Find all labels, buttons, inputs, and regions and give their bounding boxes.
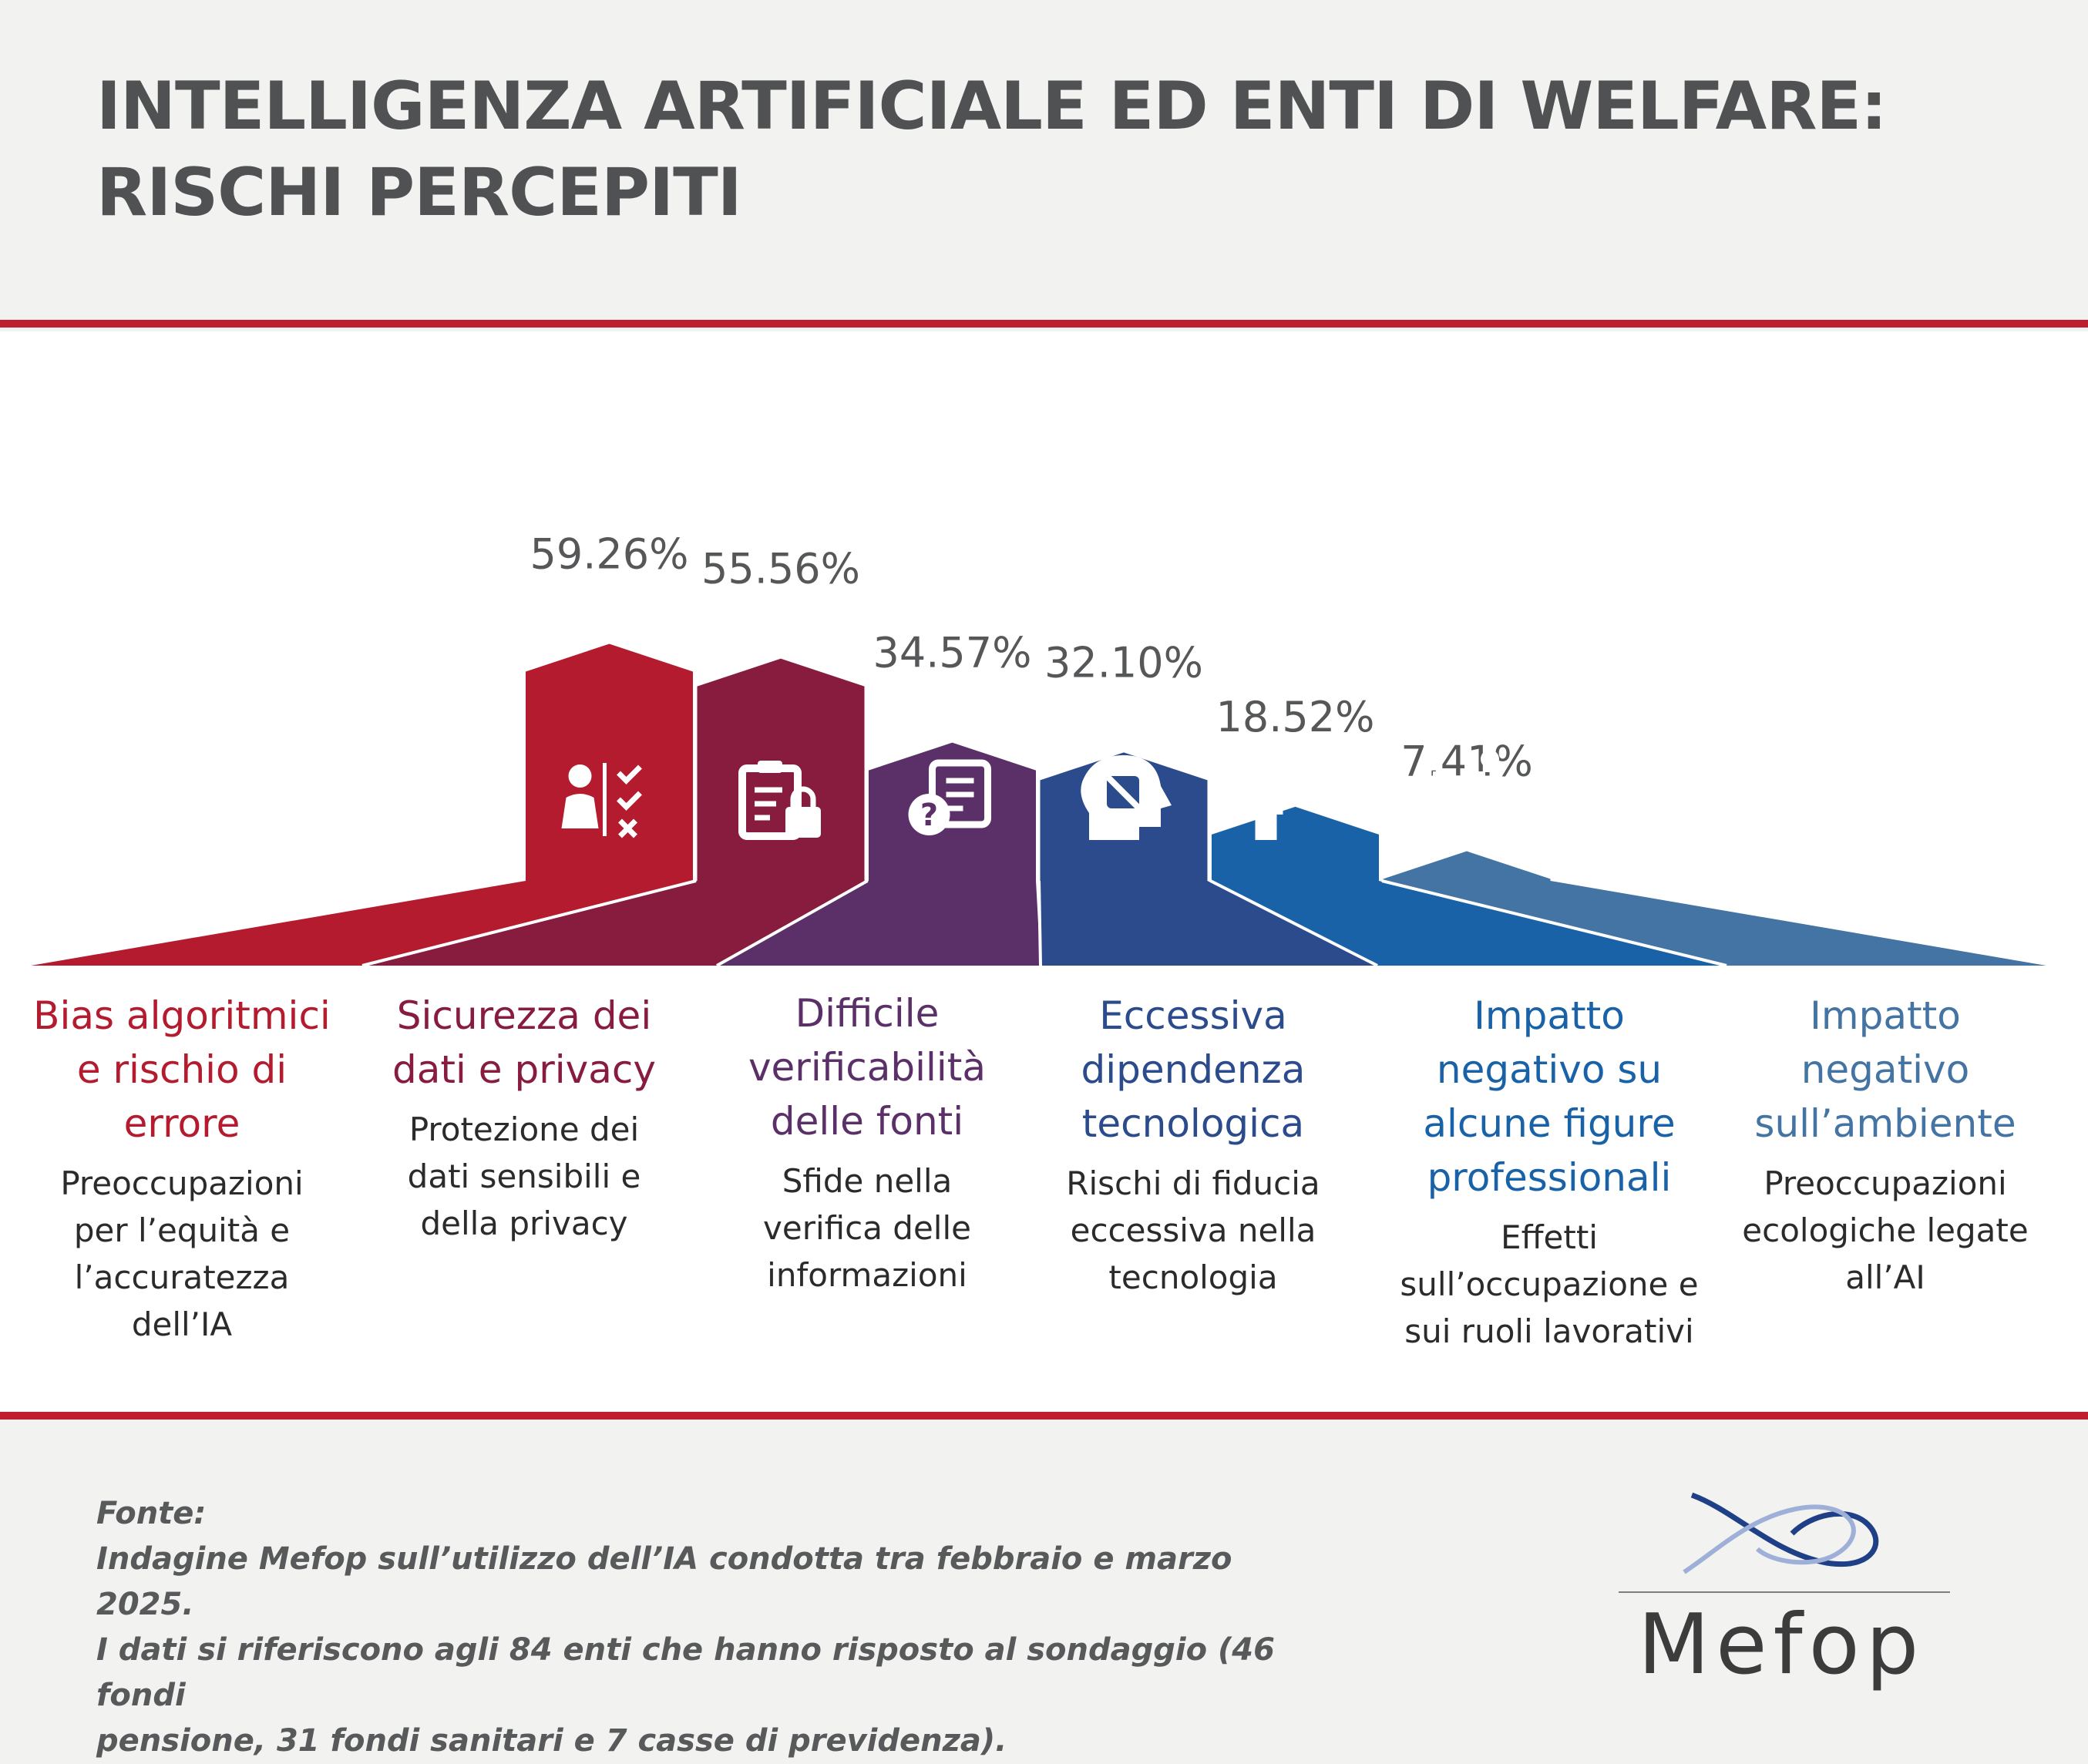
bar bbox=[526, 643, 693, 881]
svg-text:?: ? bbox=[920, 798, 938, 833]
logo-divider bbox=[1619, 1591, 1950, 1593]
category-description: Sfide nella verifica delle informazioni bbox=[701, 1158, 1033, 1299]
category-label: Bias algoritmici e rischio di errore Preocc… bbox=[16, 989, 348, 1348]
category-description-line: Sfide nella bbox=[782, 1162, 953, 1200]
clipboard-lock-icon bbox=[738, 761, 821, 840]
category-name-line: Bias algoritmici bbox=[33, 993, 331, 1038]
value-label: 55.56% bbox=[701, 545, 860, 593]
category-description-line: ecologiche legate bbox=[1742, 1211, 2029, 1249]
category-name: Impatto negativo su alcune figure professio… bbox=[1384, 989, 1715, 1205]
floor-segment bbox=[31, 881, 693, 966]
category-description-line: Rischi di fiducia bbox=[1066, 1164, 1320, 1202]
category-label: Impatto negativo sull’ambiente Preoccupazio… bbox=[1720, 989, 2051, 1301]
person-checklist-icon bbox=[561, 763, 642, 838]
category-name: Eccessiva dipendenza tecnologica bbox=[1027, 989, 1359, 1151]
category-name: Sicurezza dei dati e privacy bbox=[358, 989, 690, 1097]
floor-separator bbox=[361, 879, 697, 967]
category-name-line: alcune figure bbox=[1423, 1101, 1676, 1146]
value-label: 34.57% bbox=[873, 629, 1032, 677]
floor-separator bbox=[716, 879, 869, 967]
mefop-logo-icon bbox=[1683, 1492, 1879, 1574]
category-name-line: sull’ambiente bbox=[1754, 1101, 2016, 1146]
category-description-line: dati sensibili e bbox=[407, 1158, 641, 1195]
category-description-line: Effetti bbox=[1501, 1218, 1598, 1256]
source-line-1: Indagine Mefop sull’utilizzo dell’IA con… bbox=[96, 1541, 1232, 1622]
category-name-line: negativo su bbox=[1436, 1047, 1663, 1092]
category-description-line: l’accuratezza bbox=[74, 1258, 290, 1296]
category-name-line: errore bbox=[123, 1101, 240, 1146]
logo-wordmark: Mefop bbox=[1638, 1597, 1925, 1693]
source-label: Fonte: bbox=[96, 1496, 207, 1531]
bar bbox=[1383, 851, 1551, 881]
category-label: Impatto negativo su alcune figure professio… bbox=[1384, 989, 1715, 1355]
category-description: Preoccupazioni ecologiche legate all’AI bbox=[1720, 1160, 2051, 1301]
category-name: Impatto negativo sull’ambiente bbox=[1720, 989, 2051, 1151]
floor-segment bbox=[1383, 881, 2046, 966]
floor-segment bbox=[1212, 881, 1727, 966]
category-description-line: eccessiva nella bbox=[1070, 1211, 1316, 1249]
source-line-2: I dati si riferiscono agli 84 enti che h… bbox=[96, 1632, 1275, 1713]
category-name: Bias algoritmici e rischio di errore bbox=[16, 989, 348, 1151]
category-label: Eccessiva dipendenza tecnologica Rischi di … bbox=[1027, 989, 1359, 1301]
category-description-line: della privacy bbox=[420, 1205, 628, 1242]
value-label: 32.10% bbox=[1044, 638, 1203, 687]
category-description-line: sull’occupazione e bbox=[1400, 1265, 1699, 1303]
category-name-line: e rischio di bbox=[76, 1047, 287, 1092]
category-name-line: dipendenza bbox=[1081, 1047, 1306, 1092]
category-description: Rischi di fiducia eccessiva nella tecnolog… bbox=[1027, 1160, 1359, 1301]
bar bbox=[1212, 806, 1379, 881]
category-name-line: delle fonti bbox=[770, 1099, 964, 1144]
person-decline-icon bbox=[1249, 756, 1337, 840]
floor-separator bbox=[1381, 879, 1727, 967]
category-description: Preoccupazioni per l’equità e l’accuratezz… bbox=[16, 1160, 348, 1348]
floor-separator bbox=[1037, 880, 1042, 966]
category-name-line: Eccessiva bbox=[1099, 993, 1287, 1038]
category-name-line: tecnologica bbox=[1081, 1101, 1305, 1146]
top-divider bbox=[0, 320, 2088, 328]
category-description-line: tecnologia bbox=[1108, 1258, 1278, 1296]
document-question-icon: ? bbox=[908, 759, 991, 835]
category-description-line: Preoccupazioni bbox=[1764, 1164, 2007, 1202]
category-description-line: Preoccupazioni bbox=[60, 1164, 304, 1202]
page-title: INTELLIGENZA ARTIFICIALE ED ENTI DI WELF… bbox=[96, 68, 1888, 231]
floor-separator bbox=[1209, 879, 1378, 967]
bottom-divider bbox=[0, 1412, 2088, 1420]
category-name-line: professionali bbox=[1427, 1155, 1672, 1200]
category-name-line: Impatto bbox=[1474, 993, 1625, 1038]
category-description-line: sui ruoli lavorativi bbox=[1404, 1312, 1694, 1350]
category-name-line: verificabilità bbox=[748, 1045, 987, 1090]
floor-segment bbox=[362, 881, 865, 966]
category-name-line: Difficile bbox=[795, 991, 940, 1036]
category-name: Difficile verificabilità delle fonti bbox=[701, 986, 1033, 1148]
category-label: Difficile verificabilità delle fonti Sfide … bbox=[701, 986, 1033, 1299]
mefop-logo: Mefop bbox=[1619, 1487, 1950, 1695]
category-description-line: all’AI bbox=[1845, 1258, 1925, 1296]
category-description: Effetti sull’occupazione e sui ruoli lavor… bbox=[1384, 1214, 1715, 1355]
source-note: Fonte: Indagine Mefop sull’utilizzo dell… bbox=[96, 1491, 1299, 1764]
category-description-line: per l’equità e bbox=[73, 1211, 291, 1249]
category-description-line: Protezione dei bbox=[409, 1110, 640, 1148]
floor-segment bbox=[1040, 881, 1377, 966]
factory-smoke-icon bbox=[1428, 750, 1505, 841]
category-name-line: negativo bbox=[1801, 1047, 1970, 1092]
category-name-line: Sicurezza dei bbox=[396, 993, 652, 1038]
head-chip-icon bbox=[1081, 755, 1172, 840]
bar bbox=[869, 742, 1036, 881]
category-label: Sicurezza dei dati e privacy Protezione de… bbox=[358, 989, 690, 1247]
category-description-line: informazioni bbox=[767, 1256, 967, 1294]
category-description-line: dell’IA bbox=[131, 1305, 233, 1343]
source-line-3: pensione, 31 fondi sanitari e 7 casse di… bbox=[96, 1723, 1007, 1759]
category-description-line: verifica delle bbox=[763, 1209, 971, 1247]
value-label: 18.52% bbox=[1216, 693, 1375, 741]
category-name-line: Impatto bbox=[1810, 993, 1961, 1038]
value-label: 59.26% bbox=[530, 529, 689, 578]
category-name-line: dati e privacy bbox=[392, 1047, 656, 1092]
category-description: Protezione dei dati sensibili e della priv… bbox=[358, 1106, 690, 1247]
floor-segment bbox=[717, 881, 1041, 966]
